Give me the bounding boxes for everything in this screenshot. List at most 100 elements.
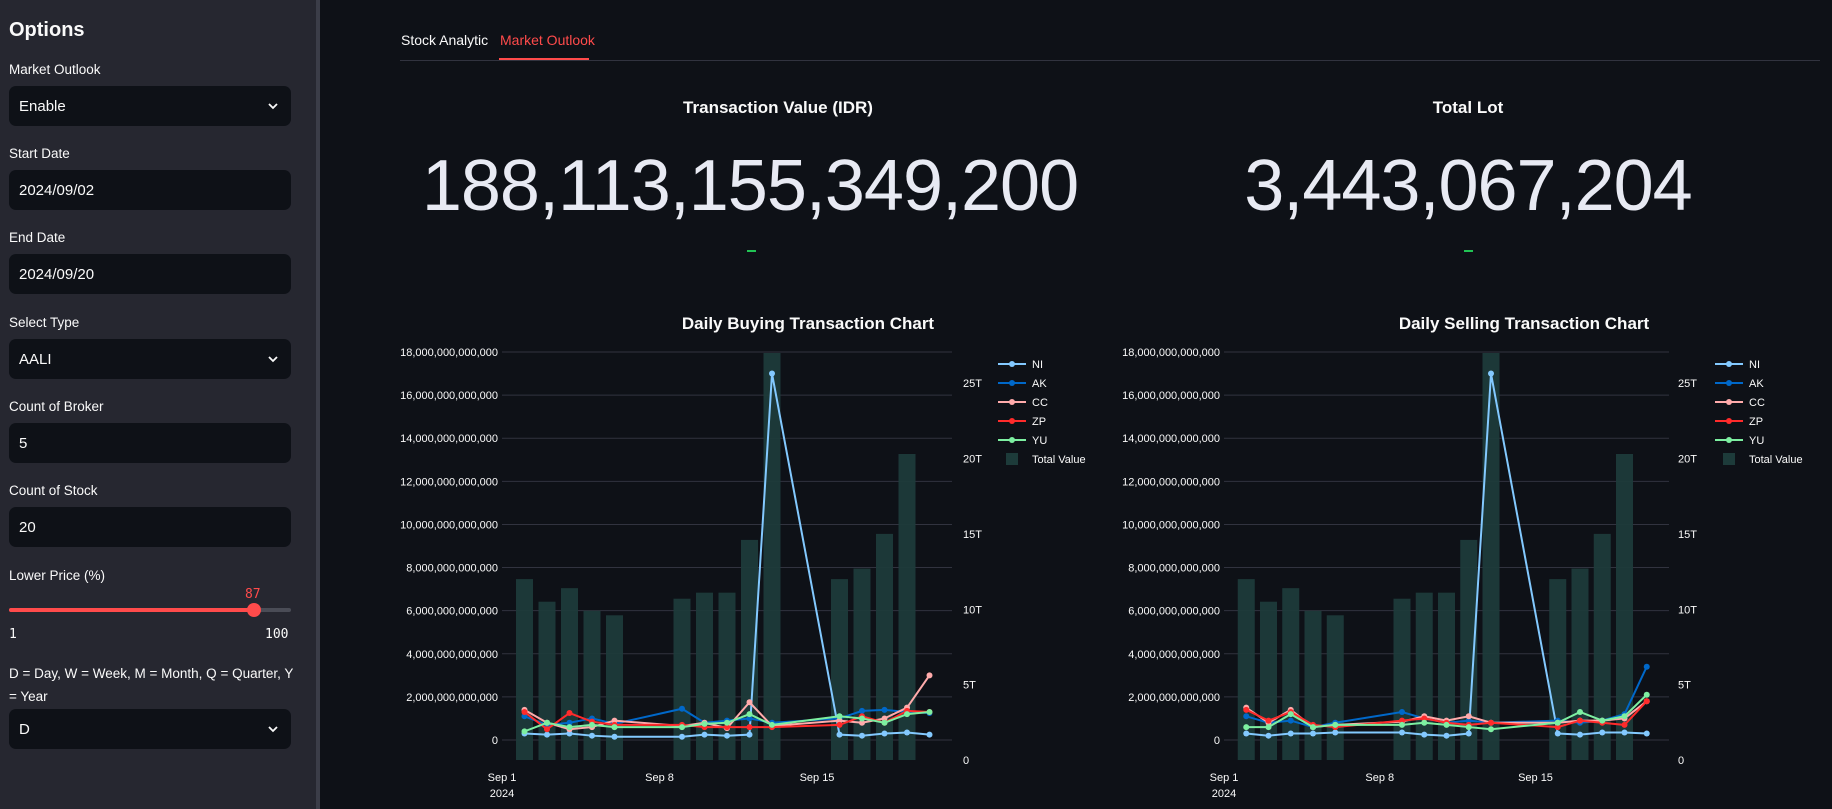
data-point-ni[interactable] [1332, 729, 1339, 736]
data-point-yu[interactable] [769, 721, 775, 728]
data-point-ak[interactable] [1399, 708, 1405, 715]
data-point-yu[interactable] [904, 711, 910, 718]
data-point-ni[interactable] [1443, 732, 1450, 739]
data-point-zp[interactable] [1265, 717, 1272, 724]
data-point-ni[interactable] [859, 732, 865, 739]
tab-market-outlook[interactable]: Market Outlook [500, 32, 595, 48]
data-point-yu[interactable] [1243, 724, 1250, 731]
data-point-ni[interactable] [566, 730, 573, 737]
data-point-ak[interactable] [1643, 663, 1650, 670]
data-point-zp[interactable] [544, 726, 550, 733]
legend-item-yu[interactable]: YU [1032, 435, 1047, 447]
data-point-cc[interactable] [859, 719, 865, 726]
data-point-yu[interactable] [1287, 711, 1294, 718]
data-point-cc[interactable] [926, 672, 933, 679]
data-point-zp[interactable] [1399, 717, 1405, 724]
total-value-bar[interactable] [1393, 598, 1411, 760]
lower-price-slider[interactable] [9, 603, 291, 617]
data-point-ak[interactable] [1287, 717, 1294, 724]
data-point-zp[interactable] [566, 710, 573, 717]
total-value-bar[interactable] [1304, 610, 1322, 760]
data-point-ni[interactable] [679, 733, 685, 740]
stock-count-input[interactable]: 20 [9, 507, 291, 547]
data-point-yu[interactable] [521, 728, 528, 735]
total-value-bar[interactable] [853, 568, 871, 760]
data-point-yu[interactable] [1332, 721, 1339, 728]
start-date-input[interactable]: 2024/09/02 [9, 170, 291, 210]
data-point-ni[interactable] [746, 731, 753, 738]
data-point-zp[interactable] [1643, 698, 1650, 705]
data-point-cc[interactable] [881, 715, 888, 722]
data-point-ni[interactable] [1287, 730, 1294, 737]
data-point-yu[interactable] [1488, 726, 1494, 733]
data-point-yu[interactable] [724, 719, 730, 726]
data-point-ni[interactable] [1621, 729, 1628, 736]
total-value-bar[interactable] [1593, 533, 1611, 760]
data-point-yu[interactable] [1399, 721, 1405, 728]
data-point-yu[interactable] [1421, 719, 1428, 726]
total-value-bar[interactable] [1326, 615, 1344, 760]
data-point-yu[interactable] [1599, 717, 1606, 724]
data-point-ni[interactable] [1643, 730, 1650, 737]
data-point-ni[interactable] [1577, 731, 1583, 738]
data-point-ak[interactable] [679, 705, 685, 712]
legend-item-ni[interactable]: NI [1749, 359, 1760, 371]
legend-item-cc[interactable]: CC [1749, 397, 1765, 409]
data-point-yu[interactable] [1310, 724, 1316, 731]
data-point-ni[interactable] [1599, 729, 1606, 736]
total-value-bar[interactable] [673, 598, 691, 760]
total-value-bar[interactable] [1460, 539, 1478, 760]
data-point-yu[interactable] [1643, 691, 1650, 698]
data-point-ni[interactable] [1554, 730, 1561, 737]
data-point-ni[interactable] [836, 731, 843, 738]
data-point-ni[interactable] [1488, 370, 1494, 377]
data-point-ak[interactable] [566, 719, 573, 726]
tab-stock-analytic[interactable]: Stock Analytic [401, 32, 489, 48]
legend-item-total-value[interactable]: Total Value [1749, 454, 1803, 466]
data-point-yu[interactable] [1443, 721, 1450, 728]
total-value-bar[interactable] [1237, 579, 1255, 760]
data-point-ni[interactable] [1265, 732, 1272, 739]
market-outlook-select[interactable]: Enable [9, 86, 291, 126]
data-point-yu[interactable] [746, 711, 753, 718]
data-point-yu[interactable] [1577, 708, 1583, 715]
data-point-cc[interactable] [1465, 713, 1472, 720]
data-point-yu[interactable] [589, 721, 595, 728]
total-value-bar[interactable] [1571, 568, 1589, 760]
data-point-ni[interactable] [589, 732, 595, 739]
data-point-yu[interactable] [566, 724, 573, 731]
data-point-ni[interactable] [881, 730, 888, 737]
legend-item-zp[interactable]: ZP [1749, 416, 1763, 428]
data-point-ni[interactable] [904, 729, 910, 736]
data-point-ni[interactable] [1465, 730, 1472, 737]
data-point-yu[interactable] [859, 715, 865, 722]
total-value-bar[interactable] [1616, 453, 1633, 760]
data-point-yu[interactable] [836, 713, 843, 720]
data-point-cc[interactable] [611, 717, 618, 724]
data-point-yu[interactable] [926, 708, 933, 715]
data-point-yu[interactable] [679, 724, 685, 731]
data-point-ak[interactable] [881, 706, 888, 713]
legend-item-ak[interactable]: AK [1032, 378, 1047, 390]
total-value-bar[interactable] [898, 453, 916, 760]
data-point-zp[interactable] [1421, 715, 1428, 722]
data-point-ni[interactable] [769, 370, 775, 377]
data-point-ni[interactable] [724, 732, 730, 739]
data-point-ni[interactable] [1243, 730, 1250, 737]
data-point-zp[interactable] [521, 708, 528, 715]
data-point-yu[interactable] [544, 719, 550, 726]
data-point-yu[interactable] [881, 719, 888, 726]
data-point-ni[interactable] [1399, 729, 1405, 736]
data-point-ak[interactable] [1465, 717, 1472, 724]
data-point-ni[interactable] [1310, 730, 1316, 737]
select-type-select[interactable]: AALI [9, 339, 291, 379]
legend-item-ni[interactable]: NI [1032, 359, 1043, 371]
data-point-ni[interactable] [611, 733, 618, 740]
data-point-ni[interactable] [926, 731, 933, 738]
data-point-yu[interactable] [701, 720, 708, 727]
end-date-input[interactable]: 2024/09/20 [9, 254, 291, 294]
data-point-zp[interactable] [1554, 724, 1561, 731]
data-point-zp[interactable] [1488, 719, 1494, 726]
data-point-zp[interactable] [724, 724, 730, 731]
data-point-yu[interactable] [1465, 724, 1472, 731]
